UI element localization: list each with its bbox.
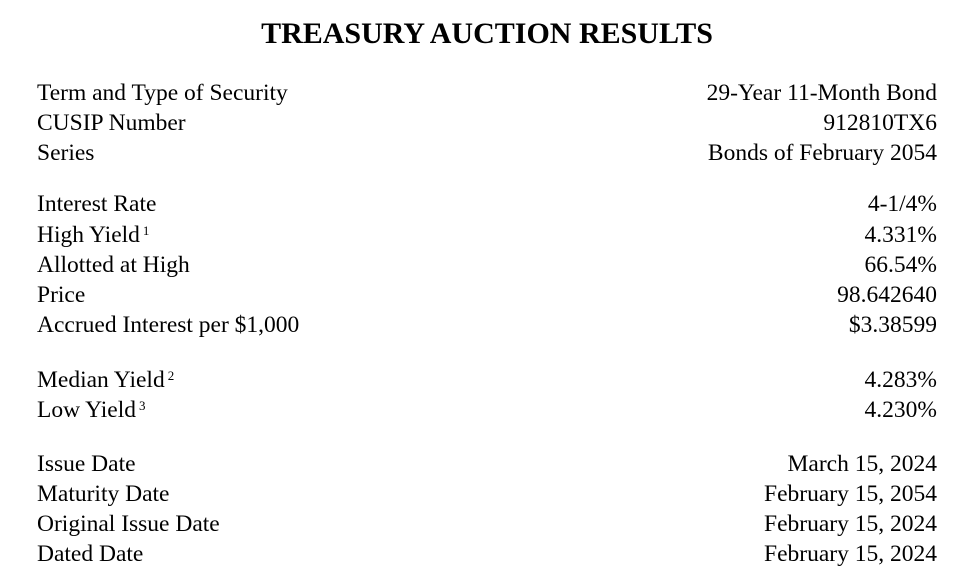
row-label: Term and Type of Security xyxy=(37,78,288,108)
table-row: Accrued Interest per $1,000 $3.38599 xyxy=(37,310,937,340)
row-label: Issue Date xyxy=(37,449,136,479)
row-label: Dated Date xyxy=(37,539,143,569)
row-label-text: Low Yield xyxy=(37,397,136,423)
table-row: Median Yield 2 4.283% xyxy=(37,365,937,395)
row-value: 4-1/4% xyxy=(867,191,937,217)
row-label: Series xyxy=(37,138,94,168)
table-row: Series Bonds of February 2054 xyxy=(37,138,937,168)
table-row: Interest Rate 4-1/4% xyxy=(37,189,937,219)
row-label: Price xyxy=(37,280,85,310)
row-label-text: High Yield xyxy=(37,222,140,248)
row-value: 4.331% xyxy=(864,222,937,248)
row-value: $3.38599 xyxy=(848,312,937,338)
row-value: 98.642640 xyxy=(837,282,937,308)
row-label: High Yield 1 xyxy=(37,220,149,250)
row-label-text: Accrued Interest per $1,000 xyxy=(37,312,300,338)
row-value: February 15, 2054 xyxy=(764,481,937,507)
table-row: Issue Date March 15, 2024 xyxy=(37,449,937,479)
row-value: February 15, 2024 xyxy=(764,541,937,567)
row-label-text: Dated Date xyxy=(37,541,144,567)
footnote-marker: 3 xyxy=(139,398,146,413)
row-label-text: Interest Rate xyxy=(37,191,157,217)
row-label-text: Original Issue Date xyxy=(37,511,220,537)
row-label: Allotted at High xyxy=(37,250,190,280)
footnote-marker: 2 xyxy=(167,368,175,383)
row-label: Median Yield 2 xyxy=(37,365,174,395)
row-value: 912810TX6 xyxy=(823,110,937,136)
row-label: Maturity Date xyxy=(37,479,169,509)
row-value: 29-Year 11-Month Bond xyxy=(706,80,937,106)
footnote-marker: 1 xyxy=(142,223,150,238)
row-label: Original Issue Date xyxy=(37,509,220,539)
row-value: February 15, 2024 xyxy=(764,511,937,537)
row-label-text: Allotted at High xyxy=(37,252,190,278)
row-label-text: Issue Date xyxy=(37,451,136,477)
row-label: CUSIP Number xyxy=(37,108,186,138)
row-label: Interest Rate xyxy=(37,189,156,219)
page-title: TREASURY AUCTION RESULTS xyxy=(261,17,713,50)
row-label-text: Maturity Date xyxy=(37,481,170,507)
row-label: Low Yield 3 xyxy=(37,395,146,425)
table-row: CUSIP Number 912810TX6 xyxy=(37,108,937,138)
row-value: 66.54% xyxy=(864,252,937,278)
row-value: 4.283% xyxy=(864,367,937,393)
row-value: Bonds of February 2054 xyxy=(707,140,937,166)
row-label-text: Median Yield xyxy=(37,367,165,393)
row-label: Accrued Interest per $1,000 xyxy=(37,310,299,340)
table-row: Dated Date February 15, 2024 xyxy=(37,539,937,569)
row-label-text: Price xyxy=(37,282,86,308)
row-label-text: CUSIP Number xyxy=(37,110,186,136)
table-row: High Yield 1 4.331% xyxy=(37,220,937,250)
row-label-text: Term and Type of Security xyxy=(37,80,288,106)
row-value: 4.230% xyxy=(864,397,937,423)
row-value: March 15, 2024 xyxy=(787,451,937,477)
table-row: Allotted at High 66.54% xyxy=(37,250,937,280)
table-row: Price 98.642640 xyxy=(37,280,937,310)
table-row: Term and Type of Security 29-Year 11-Mont… xyxy=(37,78,937,108)
table-row: Original Issue Date February 15, 2024 xyxy=(37,509,937,539)
table-row: Maturity Date February 15, 2054 xyxy=(37,479,937,509)
table-row: Low Yield 3 4.230% xyxy=(37,395,937,425)
row-label-text: Series xyxy=(37,140,95,166)
